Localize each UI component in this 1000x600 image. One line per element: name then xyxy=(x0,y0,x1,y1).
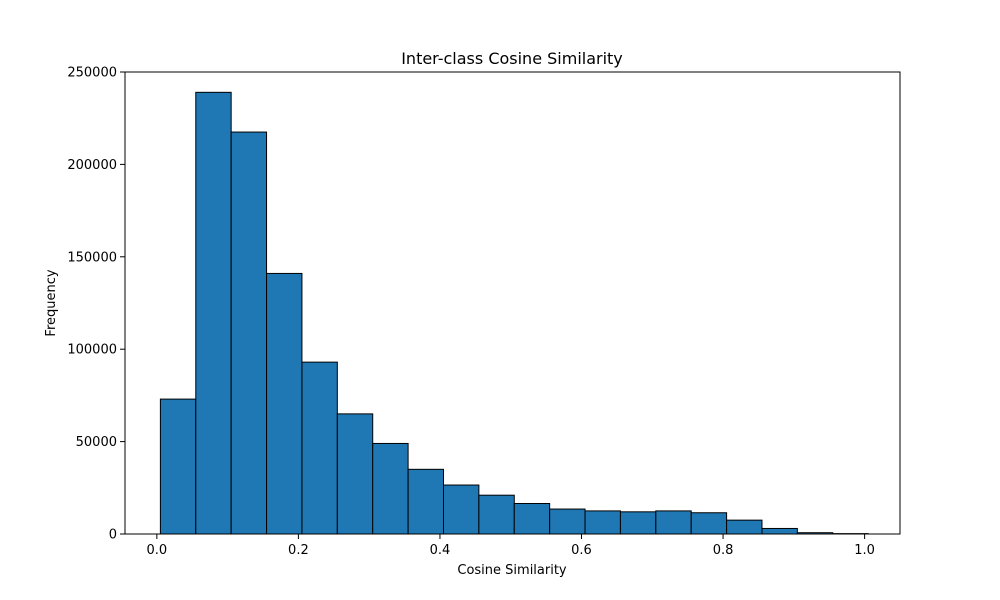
histogram-bar xyxy=(230,131,268,535)
histogram-bar xyxy=(195,91,232,535)
histogram-bar xyxy=(336,413,374,535)
histogram-bar xyxy=(407,468,444,535)
chart-title: Inter-class Cosine Similarity xyxy=(401,49,623,68)
y-tick-label: 200000 xyxy=(67,158,117,173)
y-tick-label: 50000 xyxy=(76,435,117,450)
histogram-bar xyxy=(761,527,798,535)
y-tick-label: 100000 xyxy=(67,343,117,358)
histogram-bar xyxy=(655,510,692,535)
histogram-bar xyxy=(266,272,303,535)
histogram-bar xyxy=(478,494,515,535)
histogram-bar xyxy=(513,503,551,535)
y-tick-label: 250000 xyxy=(67,66,117,81)
x-axis-label: Cosine Similarity xyxy=(457,563,567,578)
histogram-bar xyxy=(726,519,763,535)
y-tick-label: 0 xyxy=(109,528,117,543)
x-tick-label: 0.6 xyxy=(571,543,592,558)
x-tick-label: 0.2 xyxy=(288,543,309,558)
x-tick-label: 1.0 xyxy=(854,543,875,558)
y-tick-label: 150000 xyxy=(67,250,117,265)
histogram-bars xyxy=(159,91,869,535)
plot-frame xyxy=(124,71,901,535)
x-tick-label: 0.8 xyxy=(713,543,734,558)
histogram-bar xyxy=(159,398,197,535)
y-axis: 0 50000 100000 150000 200000 250000 xyxy=(67,66,125,543)
histogram-bar xyxy=(442,484,480,535)
y-axis-label: Frequency xyxy=(44,269,59,336)
x-tick-label: 0.0 xyxy=(147,543,168,558)
histogram-bar xyxy=(372,442,409,535)
histogram-bar xyxy=(301,361,338,535)
histogram-bar xyxy=(549,508,586,535)
histogram-bar xyxy=(584,510,621,535)
histogram-bar xyxy=(690,512,728,535)
x-axis: 0.0 0.2 0.4 0.6 0.8 1.0 xyxy=(147,534,875,558)
x-tick-label: 0.4 xyxy=(430,543,451,558)
histogram-bar xyxy=(619,511,657,535)
